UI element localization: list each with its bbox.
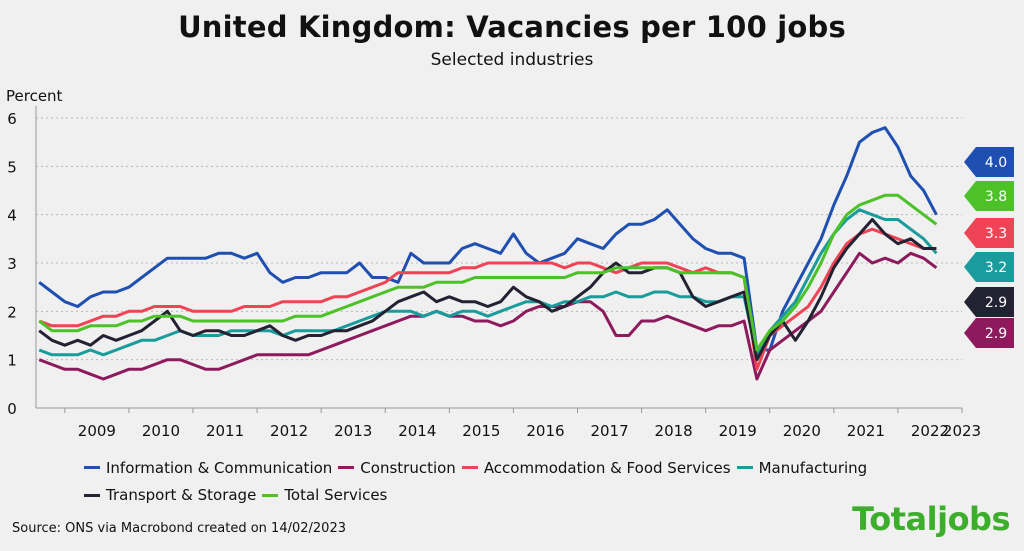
legend-item: Accommodation & Food Services bbox=[461, 456, 731, 480]
x-tick-label: 2018 bbox=[655, 422, 693, 440]
y-tick-label: 5 bbox=[7, 158, 17, 176]
end-value-tag bbox=[964, 318, 1014, 348]
x-tick-label: 2019 bbox=[719, 422, 757, 440]
end-value-label: 2.9 bbox=[985, 295, 1007, 311]
end-value-tag bbox=[964, 252, 1014, 282]
legend-label: Information & Communication bbox=[106, 458, 333, 477]
legend-label: Total Services bbox=[284, 486, 388, 504]
legend-item: Construction bbox=[338, 456, 456, 480]
end-value-tag bbox=[964, 181, 1014, 211]
end-value-label: 2.9 bbox=[985, 326, 1007, 342]
x-tick-label: 2011 bbox=[206, 422, 244, 440]
y-tick-label: 4 bbox=[7, 207, 17, 225]
legend-label: Transport & Storage bbox=[106, 486, 257, 504]
legend-label: Construction bbox=[360, 458, 456, 477]
legend-label: Manufacturing bbox=[758, 458, 868, 477]
x-tick-label: 2016 bbox=[526, 422, 564, 440]
legend-swatch bbox=[461, 466, 478, 469]
legend-item: Transport & Storage bbox=[84, 483, 256, 507]
end-value-label: 3.8 bbox=[985, 189, 1007, 205]
x-tick-label: 2010 bbox=[142, 422, 180, 440]
chart-subtitle: Selected industries bbox=[430, 50, 594, 70]
y-tick-label: 6 bbox=[7, 110, 17, 128]
y-tick-label: 1 bbox=[7, 352, 17, 370]
y-tick-label: 0 bbox=[7, 400, 17, 418]
legend-swatch bbox=[262, 493, 279, 497]
series-line-construction bbox=[38, 251, 938, 381]
source-note: Source: ONS via Macrobond created on 14/… bbox=[12, 521, 346, 536]
x-tick-label: 2014 bbox=[398, 422, 436, 440]
x-tick-label: 2013 bbox=[334, 422, 372, 440]
series-line-total-services bbox=[38, 193, 938, 352]
end-value-label: 3.2 bbox=[985, 260, 1007, 276]
x-tick-label: 2017 bbox=[590, 422, 628, 440]
end-value-label: 3.3 bbox=[985, 226, 1007, 242]
legend-swatch bbox=[338, 466, 355, 469]
legend-swatch bbox=[736, 466, 753, 469]
legend-item: Total Services bbox=[262, 483, 387, 507]
series-line-information-communication bbox=[38, 126, 938, 352]
y-axis-label: Percent bbox=[6, 87, 63, 105]
end-value-tag bbox=[964, 287, 1014, 317]
y-tick-label: 2 bbox=[7, 303, 17, 321]
legend-item: Manufacturing bbox=[736, 456, 868, 480]
chart-title: United Kingdom: Vacancies per 100 jobs bbox=[178, 10, 846, 44]
x-tick-label: 2015 bbox=[462, 422, 500, 440]
series-line-accommodation-food-services bbox=[38, 227, 937, 371]
legend-item: Information & Communication bbox=[84, 456, 332, 480]
legend-label: Accommodation & Food Services bbox=[483, 458, 731, 477]
brand-logo: Totaljobs bbox=[852, 500, 1010, 538]
end-value-tag bbox=[964, 147, 1014, 177]
chart-legend: Information & Communication Construction A… bbox=[84, 452, 984, 507]
x-tick-label: 2021 bbox=[847, 422, 885, 440]
x-tick-label: 2009 bbox=[78, 422, 116, 440]
x-tick-label: 2020 bbox=[783, 422, 821, 440]
end-value-tag bbox=[964, 218, 1014, 248]
legend-swatch bbox=[84, 493, 100, 497]
x-tick-label: 2012 bbox=[270, 422, 308, 440]
x-tick-label: 2022 bbox=[911, 422, 949, 440]
end-value-label: 4.0 bbox=[985, 155, 1007, 171]
x-tick-label: 2023 bbox=[943, 422, 981, 440]
y-tick-label: 3 bbox=[7, 255, 17, 273]
legend-swatch bbox=[84, 466, 100, 469]
series-line-transport-storage bbox=[38, 218, 937, 362]
